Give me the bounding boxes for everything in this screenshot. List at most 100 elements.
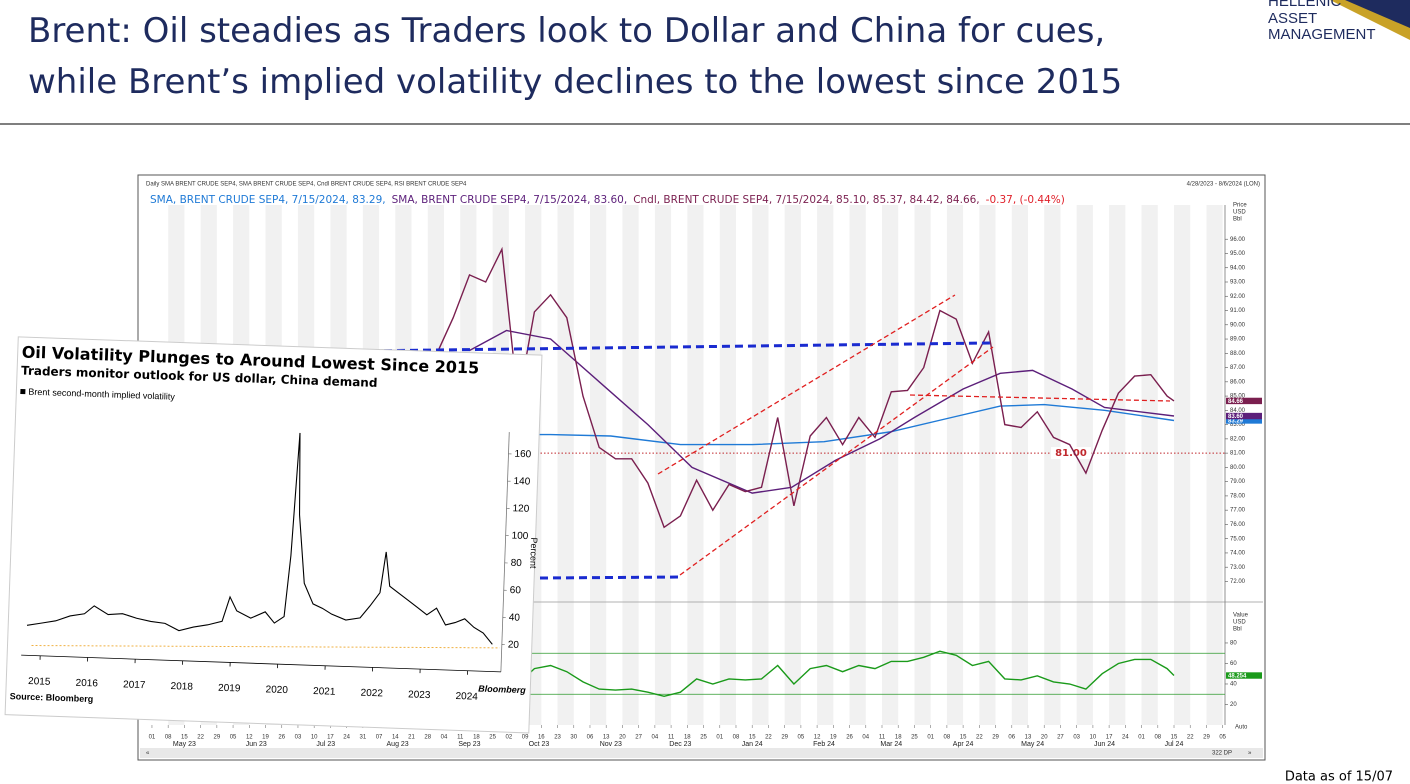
x-minor-label: 13 — [1025, 735, 1032, 741]
x-minor-label: 29 — [781, 735, 788, 741]
x-minor-label: 29 — [214, 735, 221, 741]
axis-label: Price — [1233, 203, 1247, 209]
x-minor-label: 13 — [603, 735, 610, 741]
x-minor-label: 04 — [441, 735, 448, 741]
x-tick-label: 2017 — [123, 679, 146, 691]
x-minor-label: 03 — [1073, 735, 1080, 741]
drawing-tools — [357, 294, 1171, 580]
axis-label: Bbl — [1233, 627, 1242, 633]
y-tick-label: 83.00 — [1230, 422, 1246, 428]
y2-tick-label: 20 — [1230, 702, 1237, 708]
x-minor-label: 08 — [944, 735, 951, 741]
last-value-box — [1226, 672, 1262, 679]
x-minor-label: 01 — [716, 735, 723, 741]
x-minor-label: 20 — [619, 735, 626, 741]
x-minor-label: 18 — [684, 735, 691, 741]
x-minor-label: 06 — [587, 735, 594, 741]
nav-right[interactable]: » — [1248, 751, 1252, 757]
axis-label: Value — [1233, 613, 1249, 619]
x-tick-label: Jul 24 — [1165, 741, 1184, 748]
x-minor-label: 25 — [700, 735, 707, 741]
x-tick-label: Jun 23 — [246, 741, 267, 748]
week-band — [946, 205, 964, 725]
y2-tick-label: 80 — [1230, 641, 1237, 647]
y-tick-label: 95.00 — [1230, 251, 1246, 257]
x-minor-label: 05 — [1219, 735, 1226, 741]
y-tick-label: 85.00 — [1230, 394, 1246, 400]
y-tick-label: 75.00 — [1230, 536, 1246, 542]
inset-axis-label: Percent — [528, 537, 539, 569]
x-tick-label: 2021 — [313, 686, 336, 698]
last-value-label: 84.66 — [1228, 399, 1244, 405]
x-minor-label: 12 — [814, 735, 821, 741]
legend-swatch — [20, 388, 26, 395]
inset-brand: Bloomberg — [478, 684, 526, 696]
y-tick-label: 81.00 — [1230, 451, 1246, 457]
y-tick-label: 76.00 — [1230, 522, 1246, 528]
x-minor-label: 26 — [278, 735, 285, 741]
axis-label: USD — [1233, 210, 1246, 216]
scrollbar[interactable] — [140, 748, 1263, 758]
x-tick-label: Feb 24 — [813, 741, 835, 748]
x-minor-label: 09 — [522, 735, 529, 741]
x-minor-label: 10 — [311, 735, 318, 741]
last-value-label: 83.29 — [1228, 418, 1244, 424]
x-minor-label: 11 — [668, 735, 675, 741]
x-minor-label: 15 — [960, 735, 967, 741]
title-line: Brent: Oil steadies as Traders look to D… — [28, 11, 1105, 51]
y-tick-label: 80.00 — [1230, 465, 1246, 471]
week-band — [1109, 205, 1126, 725]
legend-entry: SMA, BRENT CRUDE SEP4, 7/15/2024, 83.60, — [392, 194, 628, 206]
x-minor-label: 08 — [1154, 735, 1161, 741]
x-axis — [21, 654, 501, 673]
support-line — [357, 341, 991, 353]
x-minor-label: 25 — [911, 735, 918, 741]
week-band — [1174, 205, 1191, 725]
x-minor-label: 15 — [181, 735, 188, 741]
x-minor-label: 22 — [197, 735, 204, 741]
week-band — [1141, 205, 1158, 725]
x-tick-label: Aug 23 — [387, 741, 409, 748]
title-line: while Brent’s implied volatility decline… — [28, 62, 1122, 102]
x-minor-label: 24 — [343, 735, 350, 741]
y-tick-label: 92.00 — [1230, 294, 1246, 300]
y-tick-label: 140 — [513, 476, 530, 488]
x-minor-label: 30 — [570, 735, 577, 741]
x-minor-label: 29 — [992, 735, 999, 741]
x-minor-label: 18 — [473, 735, 480, 741]
y-tick-label: 88.00 — [1230, 351, 1246, 357]
x-tick-label: May 24 — [1021, 741, 1044, 748]
y-tick-label: 91.00 — [1230, 308, 1246, 314]
y2-tick-label: 60 — [1230, 661, 1237, 667]
x-minor-label: 28 — [424, 735, 431, 741]
week-band — [979, 205, 996, 725]
series-line — [26, 432, 493, 645]
logo-text: HELLENIC — [1268, 0, 1342, 10]
week-band — [719, 205, 736, 725]
x-tick-label: 2023 — [408, 689, 431, 701]
x-minor-label: 10 — [1090, 735, 1097, 741]
y-tick-label: 84.00 — [1230, 408, 1246, 414]
inset-chart: Oil Volatility Plunges to Around Lowest … — [4, 336, 543, 734]
date-range: 4/28/2023 - 8/6/2024 (LON) — [1187, 182, 1260, 188]
x-minor-label: 16 — [538, 735, 545, 741]
y-tick-label: 86.00 — [1230, 379, 1246, 385]
x-minor-label: 15 — [749, 735, 756, 741]
auto-button[interactable]: Auto — [1235, 725, 1248, 731]
y-tick-label: 160 — [514, 449, 531, 461]
x-tick-label: 2019 — [218, 683, 241, 695]
last-value-box — [1226, 412, 1262, 420]
week-band — [654, 205, 672, 725]
nav-left[interactable]: « — [146, 751, 150, 757]
legend-change: -0.37, (-0.44%) — [986, 194, 1065, 206]
y-tick-label: 60 — [510, 585, 522, 596]
x-tick-label: 2024 — [455, 691, 478, 703]
week-band — [881, 205, 899, 725]
x-minor-label: 06 — [1008, 735, 1015, 741]
y-tick-label: 72.00 — [1230, 579, 1246, 585]
legend-entry: SMA, BRENT CRUDE SEP4, 7/15/2024, 83.29, — [150, 194, 386, 206]
week-band — [1206, 205, 1223, 725]
week-band — [687, 205, 704, 725]
